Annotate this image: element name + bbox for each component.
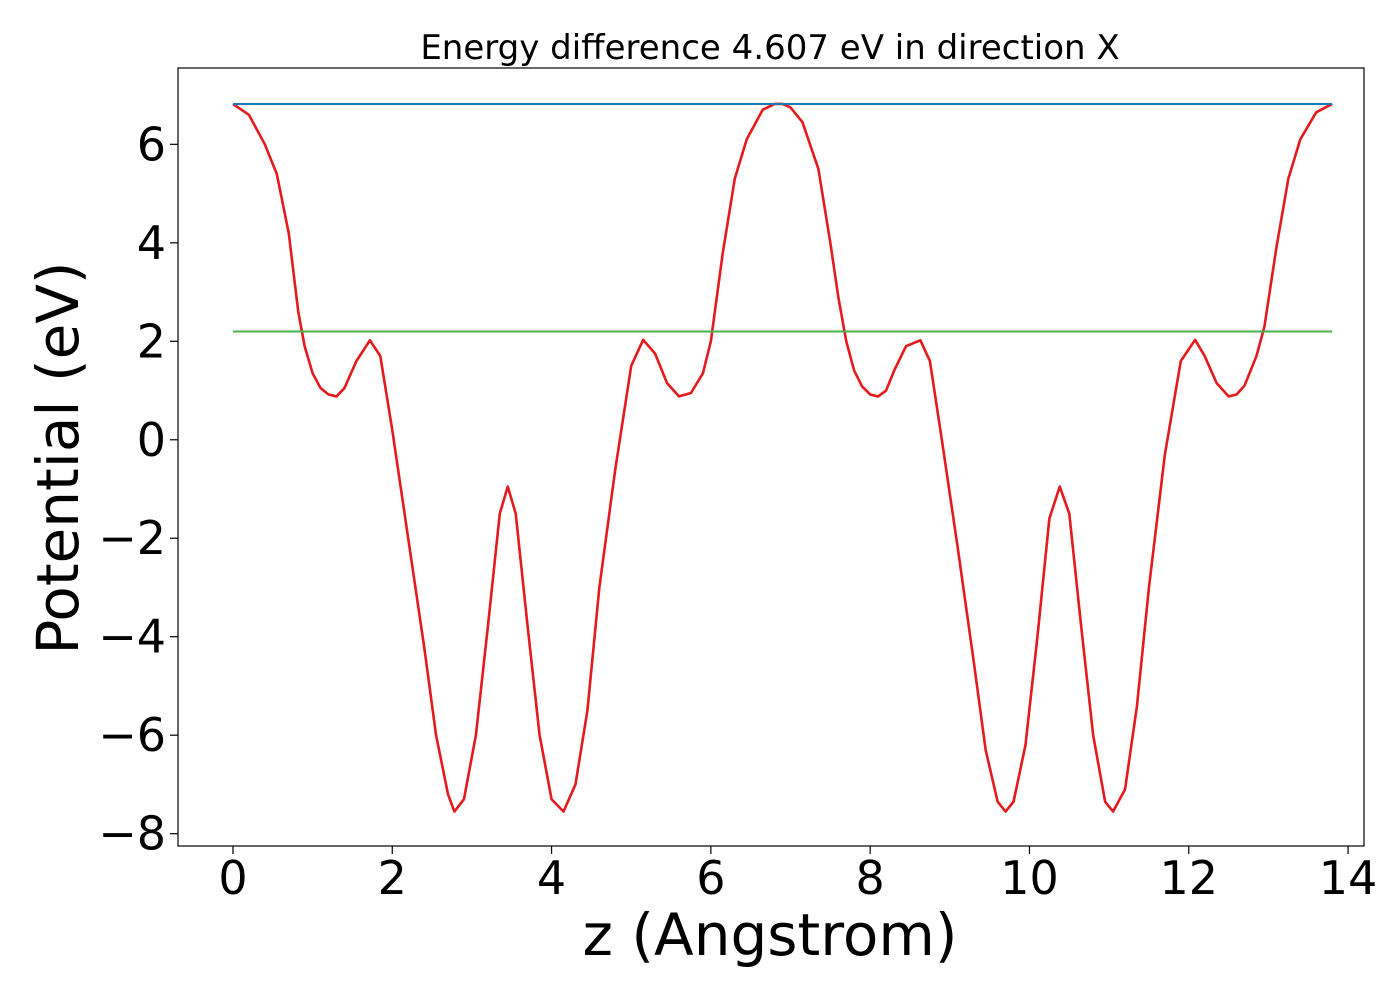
y-tick-label: 2 [137,314,166,368]
y-axis-label: Potential (eV) [24,261,92,654]
x-tick-label: 0 [218,851,247,905]
chart-title: Energy difference 4.607 eV in direction … [420,28,1119,68]
y-tick-label: 6 [137,117,166,171]
x-axis-label: z (Angstrom) [583,901,958,969]
series-line-0 [232,102,1333,813]
y-tick-label: −8 [98,807,166,861]
plot-frame [177,67,1365,847]
y-tick-label: 4 [137,216,166,270]
x-tick-label: 14 [1319,851,1378,905]
x-tick-label: 12 [1159,851,1218,905]
x-tick-label: 8 [856,851,885,905]
y-tick-label: 0 [137,413,166,467]
x-tick-label: 4 [537,851,566,905]
x-tick-label: 2 [378,851,407,905]
plot-area [232,102,1333,813]
x-tick-label: 6 [696,851,725,905]
y-axis-ticks: −8 −6 −4 −2 0 2 4 6 [98,117,178,861]
x-tick-label: 10 [1000,851,1059,905]
y-tick-label: −2 [98,511,166,565]
y-tick-label: −4 [98,610,166,664]
x-axis-ticks: 0 2 4 6 8 10 12 14 [218,846,1377,905]
y-tick-label: −6 [98,708,166,762]
